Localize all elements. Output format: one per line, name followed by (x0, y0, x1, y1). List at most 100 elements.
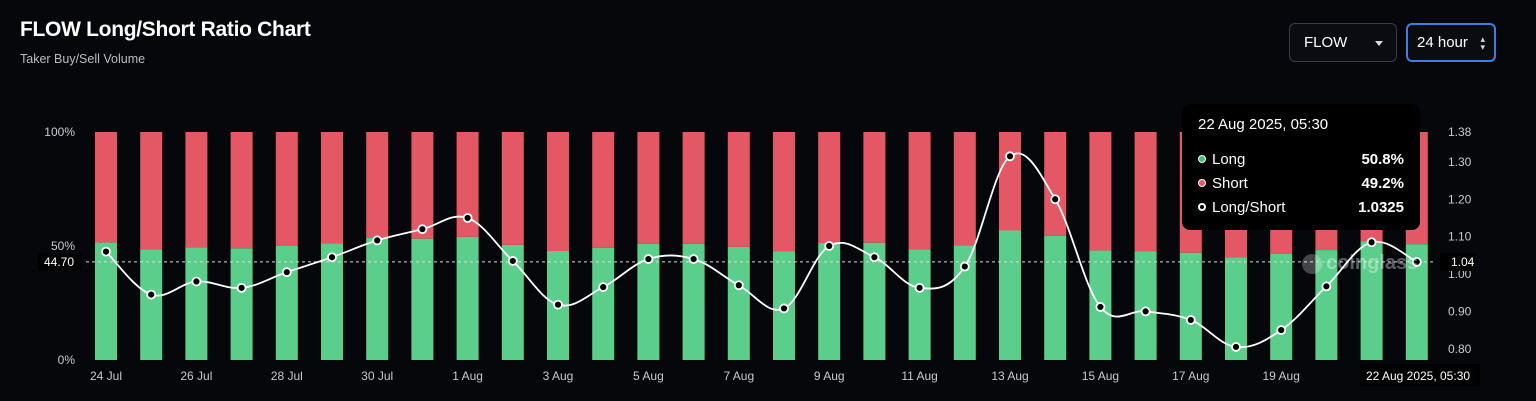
long-bar (1405, 244, 1428, 360)
chevron-down-icon (1375, 41, 1383, 46)
short-bar (456, 132, 479, 237)
sort-arrows-icon: ▴ ▾ (1480, 34, 1485, 52)
ratio-point (1050, 194, 1061, 205)
short-bar (637, 132, 660, 244)
ratio-point (598, 282, 609, 293)
short-bar (999, 132, 1021, 231)
x-tick: 24 Jul (90, 369, 122, 383)
tooltip-row-ratio: Long/Short 1.0325 (1198, 195, 1404, 219)
short-bar (95, 132, 117, 243)
ratio-point (417, 224, 428, 235)
long-bar (908, 249, 931, 360)
long-bar (592, 247, 615, 360)
tooltip-row-short: Short 49.2% (1198, 171, 1404, 195)
y-right-tick: 1.10 (1448, 230, 1472, 244)
short-bar (185, 132, 208, 248)
long-bar (637, 243, 660, 360)
tooltip-label: Long/Short (1212, 198, 1286, 216)
tooltip-row-long: Long 50.8% (1198, 147, 1404, 171)
ratio-point (824, 241, 835, 251)
short-bar (953, 132, 976, 246)
x-tick: 15 Aug (1082, 369, 1119, 383)
short-bar (230, 132, 253, 249)
long-dot-icon (1198, 155, 1206, 163)
ratio-dot-icon (1198, 203, 1206, 211)
y-right-tick: 0.80 (1448, 342, 1472, 356)
chart-tooltip: 22 Aug 2025, 05:30 Long 50.8% Short 49.2… (1182, 104, 1420, 230)
y-right-tick: 1.20 (1448, 192, 1472, 206)
chart-subtitle: Taker Buy/Sell Volume (20, 52, 146, 66)
ratio-point (146, 289, 157, 300)
short-bar (501, 132, 524, 245)
x-tick: 1 Aug (452, 369, 483, 383)
crosshair-left-box (38, 252, 82, 271)
long-bar (321, 243, 343, 360)
crosshair-right-box (1440, 252, 1476, 271)
long-bar (185, 247, 208, 360)
x-tick: 3 Aug (543, 369, 574, 383)
long-bar (1225, 257, 1247, 360)
period-select-value: 24 hour (1417, 34, 1468, 51)
ratio-point (1005, 151, 1015, 162)
ratio-point (1231, 342, 1241, 352)
watermark: coinglass (1302, 252, 1418, 275)
long-bar (411, 238, 434, 360)
ratio-point (779, 303, 789, 314)
long-bar (366, 238, 389, 360)
tooltip-value: 1.0325 (1358, 198, 1404, 216)
symbol-select[interactable]: FLOW (1289, 23, 1397, 62)
x-tick: 17 Aug (1172, 369, 1209, 383)
short-bar (1134, 132, 1157, 252)
x-tick: 7 Aug (723, 369, 754, 383)
long-bar (863, 242, 886, 360)
short-dot-icon (1198, 179, 1206, 187)
x-tick: 19 Aug (1263, 369, 1300, 383)
short-bar (773, 132, 795, 252)
x-tick: 30 Jul (361, 369, 393, 383)
x-tick: 9 Aug (814, 369, 845, 383)
ratio-point (869, 252, 880, 263)
ratio-point (236, 282, 247, 293)
long-bar (140, 249, 163, 360)
ratio-point (372, 235, 383, 246)
y-right-tick: 0.90 (1448, 304, 1472, 318)
x-tick: 28 Jul (271, 369, 303, 383)
short-bar (366, 132, 389, 239)
ratio-point (643, 254, 654, 264)
period-select[interactable]: 24 hour ▴ ▾ (1406, 23, 1496, 62)
chart-title: FLOW Long/Short Ratio Chart (20, 18, 311, 41)
tooltip-value: 50.8% (1361, 150, 1404, 168)
short-bar (682, 132, 705, 244)
long-bar (999, 230, 1021, 360)
long-bar (456, 236, 479, 360)
y-left-tick: 0% (58, 353, 76, 367)
ratio-point (733, 280, 744, 291)
short-bar (411, 132, 434, 239)
short-bar (1044, 132, 1067, 236)
long-bar (818, 243, 841, 360)
long-bar (1134, 251, 1157, 360)
crosshair-x-box (1360, 364, 1480, 386)
ratio-point (507, 256, 518, 266)
short-bar (321, 132, 343, 244)
symbol-select-value: FLOW (1304, 34, 1348, 51)
ratio-point (1095, 302, 1106, 312)
short-bar (818, 132, 841, 244)
crosshair-left-label: 44.70 (44, 255, 74, 269)
y-right-tick: 1.38 (1448, 125, 1472, 139)
long-bar (1179, 252, 1202, 360)
ratio-point (281, 267, 292, 278)
x-tick: 26 Jul (180, 369, 212, 383)
x-tick: 5 Aug (633, 369, 664, 383)
y-right-tick: 1.30 (1448, 155, 1472, 169)
long-bar (1315, 250, 1338, 360)
ratio-point (553, 299, 563, 310)
ratio-point (327, 252, 337, 263)
tooltip-label: Short (1212, 174, 1248, 192)
ratio-point (1411, 256, 1422, 267)
ratio-point (688, 254, 699, 264)
short-bar (547, 132, 569, 252)
ratio-point (1321, 281, 1332, 292)
x-tick: 13 Aug (991, 369, 1028, 383)
tooltip-label: Long (1212, 150, 1246, 168)
